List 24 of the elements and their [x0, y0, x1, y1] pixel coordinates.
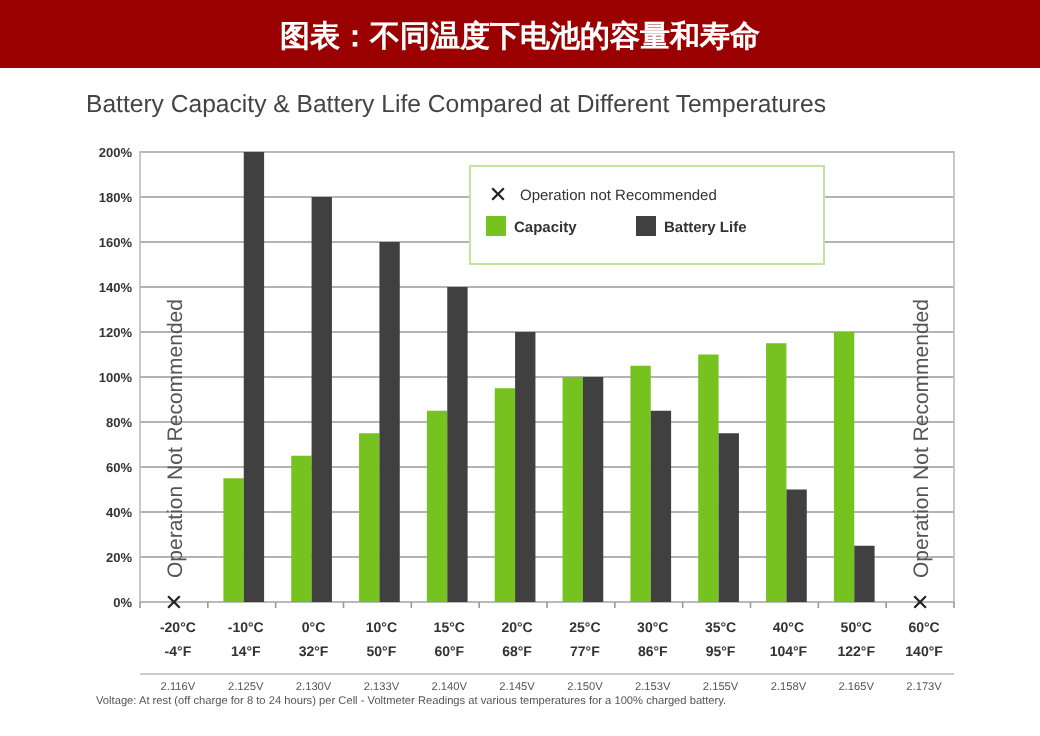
- bar: [630, 365, 651, 602]
- annotation: Operation Not Recommended: [910, 298, 935, 578]
- bar: [562, 377, 583, 602]
- bar: [650, 410, 672, 602]
- bar: [291, 455, 312, 602]
- bar: [582, 377, 604, 602]
- bar: [766, 343, 787, 602]
- bar: [223, 478, 244, 602]
- bar: [786, 489, 807, 602]
- bar: [243, 152, 265, 602]
- bar: [447, 287, 468, 602]
- bar: [379, 242, 400, 602]
- bar: [311, 197, 332, 602]
- chart-subtitle: Battery Capacity & Battery Life Compared at Different Temperatures: [86, 90, 826, 118]
- bar: [426, 410, 448, 602]
- chart-title: 图表：不同温度下电池的容量和寿命: [280, 18, 762, 54]
- bar: [854, 545, 875, 602]
- bar: [359, 433, 380, 602]
- bar: [515, 332, 536, 602]
- bar: [718, 433, 739, 602]
- bar: [494, 388, 516, 602]
- annotation: Operation Not Recommended: [163, 298, 188, 578]
- bar: [833, 332, 855, 602]
- bar: [698, 354, 719, 602]
